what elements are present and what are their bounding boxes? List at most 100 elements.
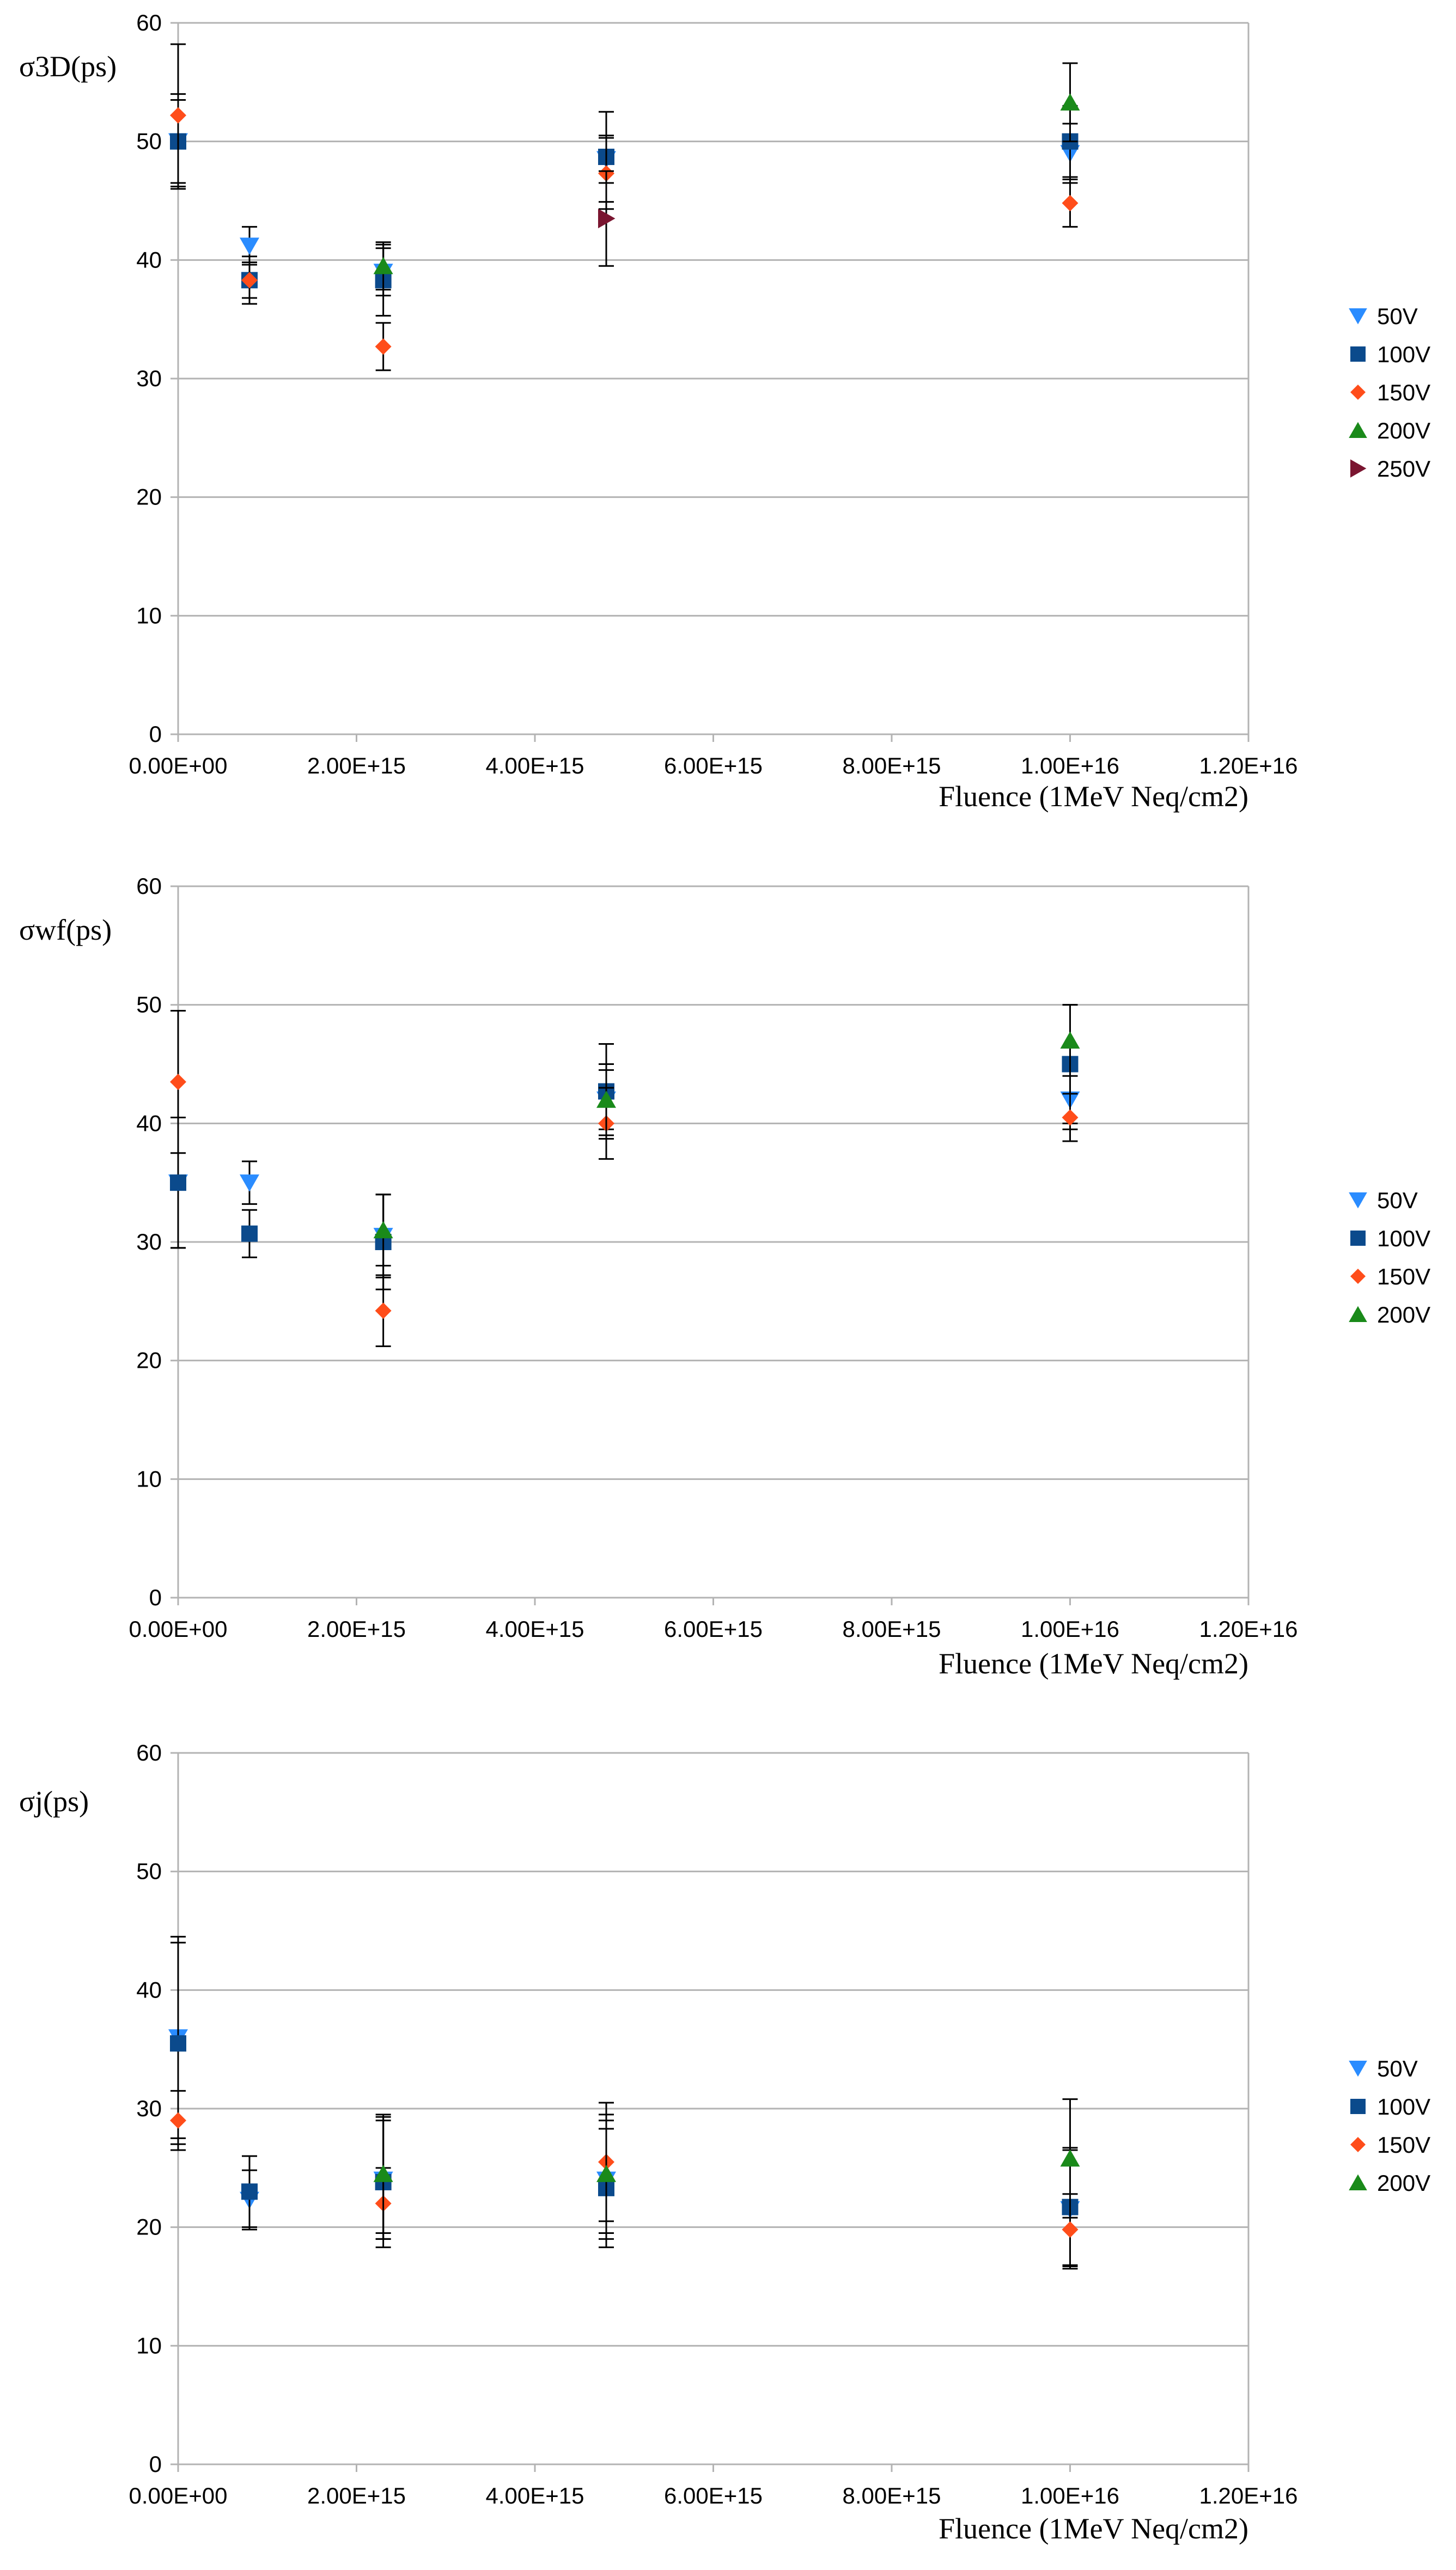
y-tick-label: 40 — [136, 1977, 162, 2002]
data-point — [241, 272, 258, 289]
y-tick-label: 0 — [149, 1585, 162, 1610]
legend-marker — [1349, 308, 1367, 325]
y-tick-label: 30 — [136, 366, 162, 391]
legend-marker — [1350, 1269, 1366, 1284]
y-tick-label: 10 — [136, 2333, 162, 2358]
y-tick-label: 0 — [149, 721, 162, 747]
y-tick-label: 30 — [136, 1229, 162, 1254]
x-tick-label: 0.00E+00 — [129, 2483, 227, 2508]
x-tick-label: 2.00E+15 — [307, 1616, 406, 1642]
legend-label: 200V — [1377, 2170, 1430, 2196]
chart-1: 0 10 20 30 40 50 60 0.00E+00 2.00E+15 4.00E+15 6.0… — [19, 10, 1430, 813]
legend-item: 100V — [1350, 342, 1430, 367]
legend-label: 100V — [1377, 342, 1430, 367]
legend-label: 50V — [1377, 1187, 1418, 1213]
legend-item: 200V — [1349, 2170, 1430, 2196]
legend-item: 150V — [1350, 2132, 1430, 2158]
x-tick-label: 8.00E+15 — [842, 2483, 941, 2508]
series-150V — [170, 1010, 1079, 1348]
x-tick-label: 2.00E+15 — [307, 2483, 406, 2508]
y-tick-label: 30 — [136, 2096, 162, 2121]
x-tick-label: 1.00E+16 — [1021, 1616, 1119, 1642]
y-tick-label: 10 — [136, 1466, 162, 1491]
legend: 50V 100V 150V 200V 250V — [1349, 303, 1430, 482]
x-tick-label: 4.00E+15 — [485, 2483, 584, 2508]
legend: 50V 100V 150V 200V — [1349, 1187, 1430, 1327]
x-tick-label: 8.00E+15 — [842, 1616, 941, 1642]
legend-marker — [1350, 2137, 1366, 2152]
data-point — [240, 1174, 259, 1192]
y-axis-label: σwf(ps) — [19, 913, 112, 946]
legend-item: 100V — [1350, 1226, 1430, 1251]
x-tick-label: 0.00E+00 — [129, 753, 227, 778]
x-tick-label: 6.00E+15 — [664, 753, 763, 778]
data-point — [596, 2165, 616, 2182]
y-axis-label: σj(ps) — [19, 1785, 89, 1818]
series-250V — [598, 170, 616, 267]
legend-label: 200V — [1377, 418, 1430, 443]
data-point — [170, 107, 186, 124]
legend-item: 150V — [1350, 380, 1430, 405]
y-tick-label: 40 — [136, 1110, 162, 1136]
data-point — [1060, 93, 1080, 111]
legend-marker — [1350, 2099, 1366, 2114]
x-tick-label: 2.00E+15 — [307, 753, 406, 778]
legend-item: 50V — [1349, 2056, 1418, 2081]
series-100V — [170, 1004, 1079, 1290]
x-tick-label: 4.00E+15 — [485, 753, 584, 778]
data-point — [240, 237, 259, 255]
y-tick-label: 50 — [136, 129, 162, 154]
data-point — [1062, 194, 1079, 211]
series-50V — [168, 99, 1080, 297]
data-point — [375, 338, 392, 355]
x-tick-label: 6.00E+15 — [664, 2483, 763, 2508]
legend-label: 250V — [1377, 456, 1430, 482]
legend-marker — [1349, 422, 1367, 438]
legend-label: 150V — [1377, 1264, 1430, 1289]
series-100V — [170, 93, 1079, 317]
chart-3: 0 10 20 30 40 50 60 0.00E+00 2.00E+15 4.00E+15 6.0… — [19, 1740, 1430, 2545]
legend-item: 150V — [1350, 1264, 1430, 1289]
series-200V — [373, 2098, 1080, 2234]
x-tick-label: 6.00E+15 — [664, 1616, 763, 1642]
chart-2: 0 10 20 30 40 50 60 0.00E+00 2.00E+15 4.00E+15 6.0… — [19, 873, 1430, 1680]
y-tick-label: 60 — [136, 10, 162, 35]
legend-item: 50V — [1349, 303, 1418, 329]
legend-label: 150V — [1377, 2132, 1430, 2158]
y-tick-label: 10 — [136, 602, 162, 628]
data-point — [598, 209, 616, 229]
data-point — [241, 2183, 258, 2200]
legend-item: 200V — [1349, 418, 1430, 443]
x-tick-label: 1.20E+16 — [1199, 753, 1297, 778]
y-axis-label: σ3D(ps) — [19, 50, 117, 83]
series-50V — [168, 1935, 1080, 2270]
data-point — [1062, 2221, 1079, 2238]
legend-label: 100V — [1377, 2094, 1430, 2120]
legend-marker — [1350, 346, 1366, 362]
y-tick-label: 20 — [136, 2214, 162, 2240]
legend-marker — [1349, 1192, 1367, 1209]
data-point — [1060, 2149, 1080, 2167]
series-150V — [170, 43, 1079, 372]
x-tick-label: 0.00E+00 — [129, 1616, 227, 1642]
x-axis-label: Fluence (1MeV Neq/cm2) — [939, 1647, 1248, 1680]
x-axis-label: Fluence (1MeV Neq/cm2) — [939, 780, 1248, 813]
x-tick-label: 1.20E+16 — [1199, 2483, 1297, 2508]
y-tick-label: 60 — [136, 1740, 162, 1765]
data-point — [170, 1074, 186, 1091]
legend-item: 100V — [1350, 2094, 1430, 2120]
series-150V — [170, 2090, 1079, 2266]
legend-marker — [1350, 459, 1367, 478]
legend-label: 100V — [1377, 1226, 1430, 1251]
series-200V — [373, 62, 1080, 291]
x-tick-label: 8.00E+15 — [842, 753, 941, 778]
legend-label: 50V — [1377, 303, 1418, 329]
legend-marker — [1350, 385, 1366, 400]
data-point — [1062, 1109, 1079, 1126]
data-point — [241, 1225, 258, 1242]
legend-label: 200V — [1377, 1302, 1430, 1327]
legend: 50V 100V 150V 200V — [1349, 2056, 1430, 2196]
y-tick-label: 20 — [136, 1348, 162, 1373]
legend-label: 50V — [1377, 2056, 1418, 2081]
